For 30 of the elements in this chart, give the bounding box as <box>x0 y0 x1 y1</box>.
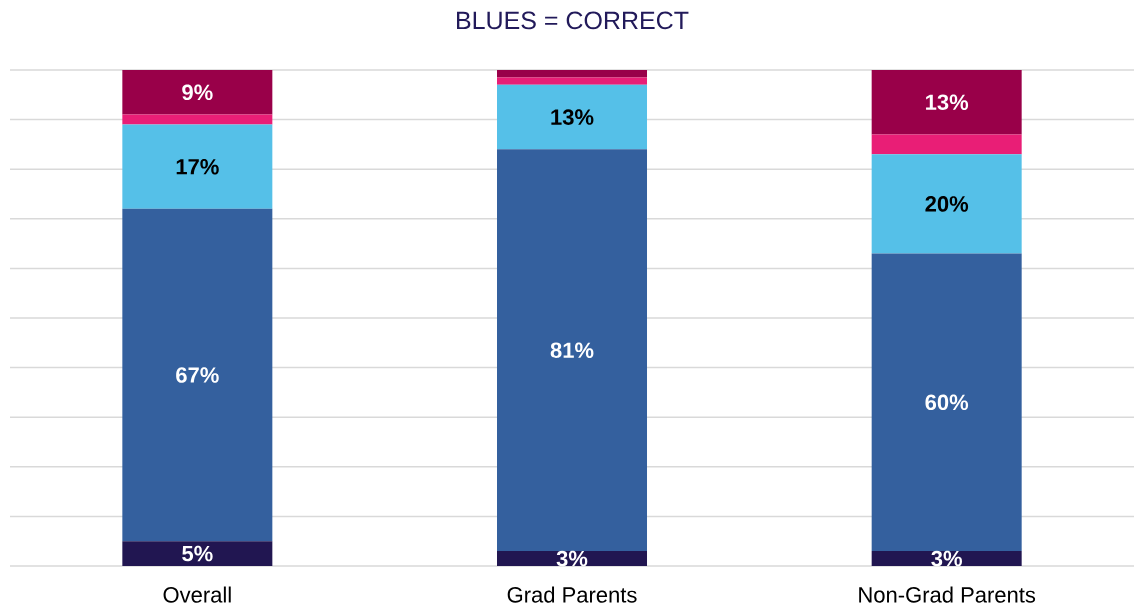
bar <box>497 77 648 85</box>
data-label: 13% <box>926 94 969 111</box>
data-label: 81% <box>550 342 594 359</box>
bar <box>497 84 648 150</box>
bar <box>122 69 273 115</box>
bar <box>122 124 273 209</box>
data-label: 9% <box>182 84 213 101</box>
bar <box>871 551 1022 566</box>
x-tick-label: Grad Parents <box>507 586 637 603</box>
x-tick-label: Overall <box>163 586 231 603</box>
data-label: 60% <box>925 394 969 411</box>
bar <box>871 69 1022 135</box>
chart-title: BLUES = CORRECT <box>457 11 689 30</box>
bar <box>122 541 273 566</box>
bar <box>871 154 1022 254</box>
data-label: 3% <box>556 550 588 567</box>
data-label: 13% <box>551 109 594 125</box>
bar <box>497 149 648 552</box>
bar <box>871 134 1022 155</box>
data-label: 17% <box>176 158 219 175</box>
bar <box>497 69 648 78</box>
data-label: 20% <box>925 196 969 212</box>
bar <box>122 208 273 542</box>
data-label: 67% <box>176 367 219 383</box>
data-label: 5% <box>182 545 213 562</box>
bar <box>871 253 1022 552</box>
bar <box>497 551 648 566</box>
bar <box>122 114 273 125</box>
data-label: 3% <box>931 550 962 567</box>
x-tick-label: Non-Grad Parents <box>859 586 1036 603</box>
